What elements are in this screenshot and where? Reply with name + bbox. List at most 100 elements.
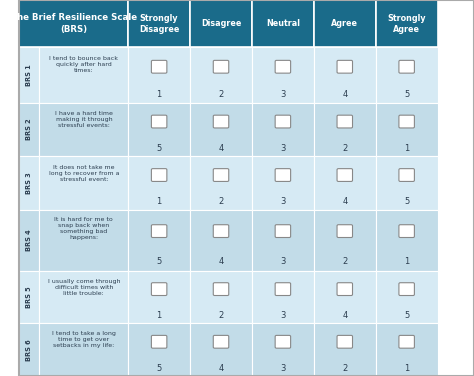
- FancyBboxPatch shape: [275, 225, 291, 238]
- Text: Strongly
Agree: Strongly Agree: [387, 14, 426, 34]
- FancyBboxPatch shape: [275, 61, 291, 73]
- FancyBboxPatch shape: [337, 61, 353, 73]
- FancyBboxPatch shape: [39, 103, 128, 156]
- Text: 1: 1: [156, 197, 162, 206]
- FancyBboxPatch shape: [314, 156, 376, 210]
- Text: 2: 2: [342, 257, 347, 266]
- FancyBboxPatch shape: [19, 156, 39, 210]
- Text: Disagree: Disagree: [201, 19, 241, 28]
- FancyBboxPatch shape: [190, 210, 252, 271]
- Text: 3: 3: [280, 311, 285, 320]
- FancyBboxPatch shape: [128, 0, 190, 47]
- FancyBboxPatch shape: [337, 115, 353, 128]
- Text: 5: 5: [156, 144, 162, 153]
- FancyBboxPatch shape: [399, 61, 414, 73]
- FancyBboxPatch shape: [128, 47, 190, 103]
- FancyBboxPatch shape: [19, 210, 39, 271]
- FancyBboxPatch shape: [128, 103, 190, 156]
- FancyBboxPatch shape: [376, 103, 438, 156]
- FancyBboxPatch shape: [314, 47, 376, 103]
- FancyBboxPatch shape: [19, 47, 39, 103]
- FancyBboxPatch shape: [252, 103, 314, 156]
- Text: 2: 2: [219, 197, 224, 206]
- FancyBboxPatch shape: [151, 61, 167, 73]
- Text: 3: 3: [280, 257, 285, 266]
- FancyBboxPatch shape: [376, 323, 438, 376]
- FancyBboxPatch shape: [190, 156, 252, 210]
- Text: 1: 1: [156, 90, 162, 99]
- FancyBboxPatch shape: [376, 47, 438, 103]
- Text: BRS 3: BRS 3: [26, 172, 32, 194]
- FancyBboxPatch shape: [252, 156, 314, 210]
- FancyBboxPatch shape: [39, 156, 128, 210]
- Text: Agree: Agree: [331, 19, 358, 28]
- FancyBboxPatch shape: [314, 271, 376, 323]
- FancyBboxPatch shape: [128, 156, 190, 210]
- FancyBboxPatch shape: [213, 169, 229, 182]
- Text: 4: 4: [219, 364, 224, 373]
- Text: 1: 1: [156, 311, 162, 320]
- Text: 5: 5: [156, 364, 162, 373]
- FancyBboxPatch shape: [314, 210, 376, 271]
- FancyBboxPatch shape: [314, 323, 376, 376]
- Text: It does not take me
long to recover from a
stressful event:: It does not take me long to recover from…: [48, 165, 119, 182]
- FancyBboxPatch shape: [252, 323, 314, 376]
- Text: The Brief Resilience Scale
(BRS): The Brief Resilience Scale (BRS): [10, 13, 137, 34]
- Text: BRS 4: BRS 4: [26, 229, 32, 251]
- FancyBboxPatch shape: [19, 0, 128, 47]
- FancyBboxPatch shape: [190, 0, 252, 47]
- FancyBboxPatch shape: [337, 169, 353, 182]
- FancyBboxPatch shape: [213, 335, 229, 348]
- FancyBboxPatch shape: [151, 115, 167, 128]
- Text: 4: 4: [342, 90, 347, 99]
- FancyBboxPatch shape: [213, 115, 229, 128]
- Text: 5: 5: [404, 90, 409, 99]
- FancyBboxPatch shape: [190, 323, 252, 376]
- Text: 2: 2: [219, 311, 224, 320]
- Text: 4: 4: [219, 144, 224, 153]
- FancyBboxPatch shape: [19, 271, 39, 323]
- FancyBboxPatch shape: [190, 47, 252, 103]
- Text: I tend to take a long
time to get over
setbacks in my life:: I tend to take a long time to get over s…: [52, 331, 116, 349]
- FancyBboxPatch shape: [337, 225, 353, 238]
- FancyBboxPatch shape: [337, 335, 353, 348]
- FancyBboxPatch shape: [213, 225, 229, 238]
- Text: 2: 2: [342, 364, 347, 373]
- FancyBboxPatch shape: [151, 335, 167, 348]
- Text: BRS 5: BRS 5: [26, 286, 32, 308]
- Text: I tend to bounce back
quickly after hard
times:: I tend to bounce back quickly after hard…: [49, 56, 118, 73]
- Text: 3: 3: [280, 364, 285, 373]
- Text: BRS 6: BRS 6: [26, 339, 32, 361]
- Text: 5: 5: [404, 197, 409, 206]
- FancyBboxPatch shape: [151, 169, 167, 182]
- Text: 5: 5: [404, 311, 409, 320]
- FancyBboxPatch shape: [39, 210, 128, 271]
- FancyBboxPatch shape: [252, 210, 314, 271]
- FancyBboxPatch shape: [275, 283, 291, 296]
- FancyBboxPatch shape: [399, 283, 414, 296]
- FancyBboxPatch shape: [252, 271, 314, 323]
- Text: I usually come through
difficult times with
little trouble:: I usually come through difficult times w…: [47, 279, 120, 296]
- Text: I have a hard time
making it through
stressful events:: I have a hard time making it through str…: [55, 111, 113, 128]
- FancyBboxPatch shape: [213, 61, 229, 73]
- FancyBboxPatch shape: [376, 210, 438, 271]
- FancyBboxPatch shape: [151, 283, 167, 296]
- FancyBboxPatch shape: [128, 323, 190, 376]
- FancyBboxPatch shape: [39, 323, 128, 376]
- Text: 4: 4: [342, 311, 347, 320]
- FancyBboxPatch shape: [399, 335, 414, 348]
- FancyBboxPatch shape: [39, 271, 128, 323]
- Text: 3: 3: [280, 197, 285, 206]
- Text: 5: 5: [156, 257, 162, 266]
- FancyBboxPatch shape: [399, 115, 414, 128]
- Text: 3: 3: [280, 144, 285, 153]
- FancyBboxPatch shape: [376, 271, 438, 323]
- Text: BRS 1: BRS 1: [26, 64, 32, 86]
- FancyBboxPatch shape: [128, 271, 190, 323]
- FancyBboxPatch shape: [252, 0, 314, 47]
- FancyBboxPatch shape: [128, 210, 190, 271]
- FancyBboxPatch shape: [314, 103, 376, 156]
- Text: Strongly
Disagree: Strongly Disagree: [139, 14, 179, 34]
- Text: 4: 4: [342, 197, 347, 206]
- Text: 1: 1: [404, 144, 409, 153]
